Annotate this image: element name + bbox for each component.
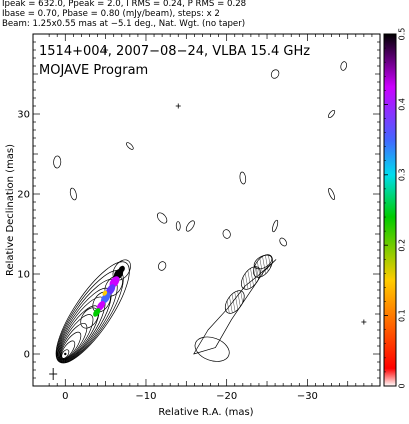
polarization-blob: [93, 308, 101, 317]
jet-contour: [60, 340, 76, 360]
x-tick-label: −30: [297, 391, 318, 402]
right-jet-tip: [253, 254, 273, 270]
noise-island: [69, 187, 77, 201]
colorbar-tick-label: 0.3: [398, 168, 407, 181]
jet-contour: [55, 261, 130, 364]
jet-contour: [60, 331, 82, 360]
noise-island: [53, 155, 62, 169]
left-jet-contours: [55, 259, 131, 364]
header-line-3: Beam: 1.25x0.55 mas at −5.1 deg., Nat. W…: [2, 19, 246, 29]
x-tick-label: 0: [62, 391, 68, 402]
axis-ticks: [33, 34, 380, 386]
noise-island: [185, 220, 195, 232]
y-tick-label: 10: [17, 270, 30, 281]
colorbar: [383, 33, 397, 387]
x-tick-label: −20: [216, 391, 237, 402]
noise-island: [156, 212, 168, 224]
y-tick-label: 20: [17, 190, 30, 201]
colorbar-tick-label: 0: [398, 383, 407, 388]
colorbar-tick-label: 0.2: [398, 239, 407, 252]
y-tick-label: 0: [24, 350, 30, 361]
core-peak: [64, 352, 67, 356]
noise-island: [222, 229, 231, 239]
right-jet-outline: [193, 259, 277, 355]
noise-island: [158, 261, 167, 271]
cross-markers: [49, 47, 367, 380]
colorbar-tick-label: 0.1: [398, 309, 407, 322]
jet-contour: [59, 323, 88, 361]
y-tick-label: 30: [17, 110, 30, 121]
noise-island: [279, 237, 287, 247]
colorbar-ticks: 0 0.1 0.2 0.3 0.4 0.5: [384, 28, 407, 389]
polarization-blob: [102, 290, 108, 296]
noise-island: [175, 221, 181, 231]
y-axis-label: Relative Declination (mas): [5, 144, 16, 276]
x-axis-label: Relative R.A. (mas): [158, 407, 253, 418]
noise-island: [126, 142, 134, 150]
colorbar-tick-label: 0.4: [398, 98, 407, 111]
axis-tick-labels: 0 −10 −20 −30 0 10 20 30: [17, 110, 318, 403]
right-jet-contours: [193, 254, 277, 362]
x-tick-label: −10: [135, 391, 156, 402]
right-jet-base-contour: [194, 336, 230, 362]
noise-island: [328, 188, 336, 200]
jet-contour: [61, 349, 70, 359]
noise-island: [328, 109, 336, 119]
noise-island: [340, 61, 347, 71]
header-line-1: Ipeak = 632.0, Ppeak = 2.0, I RMS = 0.24…: [2, 0, 247, 9]
header-line-2: Ibase = 0.70, Pbase = 0.80 (mJy/beam), s…: [2, 9, 220, 19]
polarization-blob: [118, 265, 125, 273]
chart-title: 1514+004, 2007−08−24, VLBA 15.4 GHz: [39, 44, 310, 59]
noise-island: [239, 171, 247, 185]
jet-contour: [59, 314, 94, 361]
chart-subtitle: MOJAVE Program: [39, 63, 148, 78]
jet-knot-contour: [80, 307, 99, 329]
noise-island: [272, 219, 279, 233]
colorbar-tick-label: 0.5: [398, 28, 407, 41]
noise-contours: [53, 61, 347, 271]
right-jet-knot: [224, 290, 245, 314]
noise-island: [270, 69, 280, 79]
right-jet-knot: [253, 254, 273, 278]
